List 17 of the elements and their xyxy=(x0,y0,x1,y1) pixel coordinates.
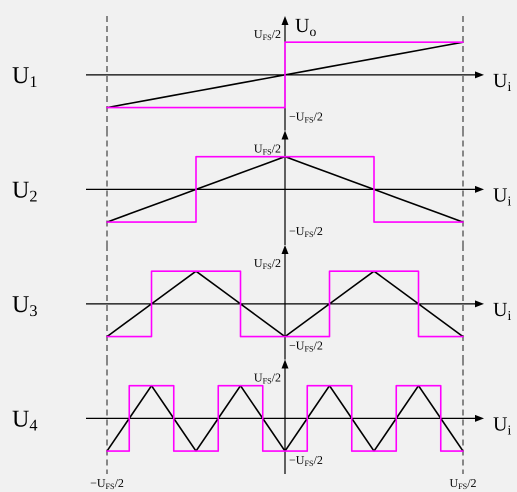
text: U$_{2}$ xyxy=(12,177,38,206)
text: U$_{3}$ xyxy=(12,292,38,320)
text: U$_{4}$ xyxy=(12,406,38,434)
x-axis-title: U$_{i}$ xyxy=(493,298,512,322)
annotation: U$_{FS}$/2 xyxy=(254,256,281,272)
annotation: U$_{FS}$/2 xyxy=(254,370,281,386)
text: −U$_{FS}$/2 xyxy=(289,224,323,240)
text: −U$_{FS}$/2 xyxy=(289,453,323,468)
annotation: U$_{FS}$/2 xyxy=(254,142,281,157)
x-axis-title: U$_{i}$ xyxy=(493,413,512,437)
annotation: U$_{FS}$/2 xyxy=(254,27,281,42)
text: −U$_{FS}$/2 xyxy=(289,110,323,125)
x-axis-title: U$_{i}$ xyxy=(493,184,512,208)
text: U$_{1}$ xyxy=(12,62,38,91)
y-axis-title: U$_{o}$ xyxy=(295,15,316,38)
x-axis-title: U$_{i}$ xyxy=(493,70,512,94)
text: −U$_{FS}$/2 xyxy=(289,338,323,354)
